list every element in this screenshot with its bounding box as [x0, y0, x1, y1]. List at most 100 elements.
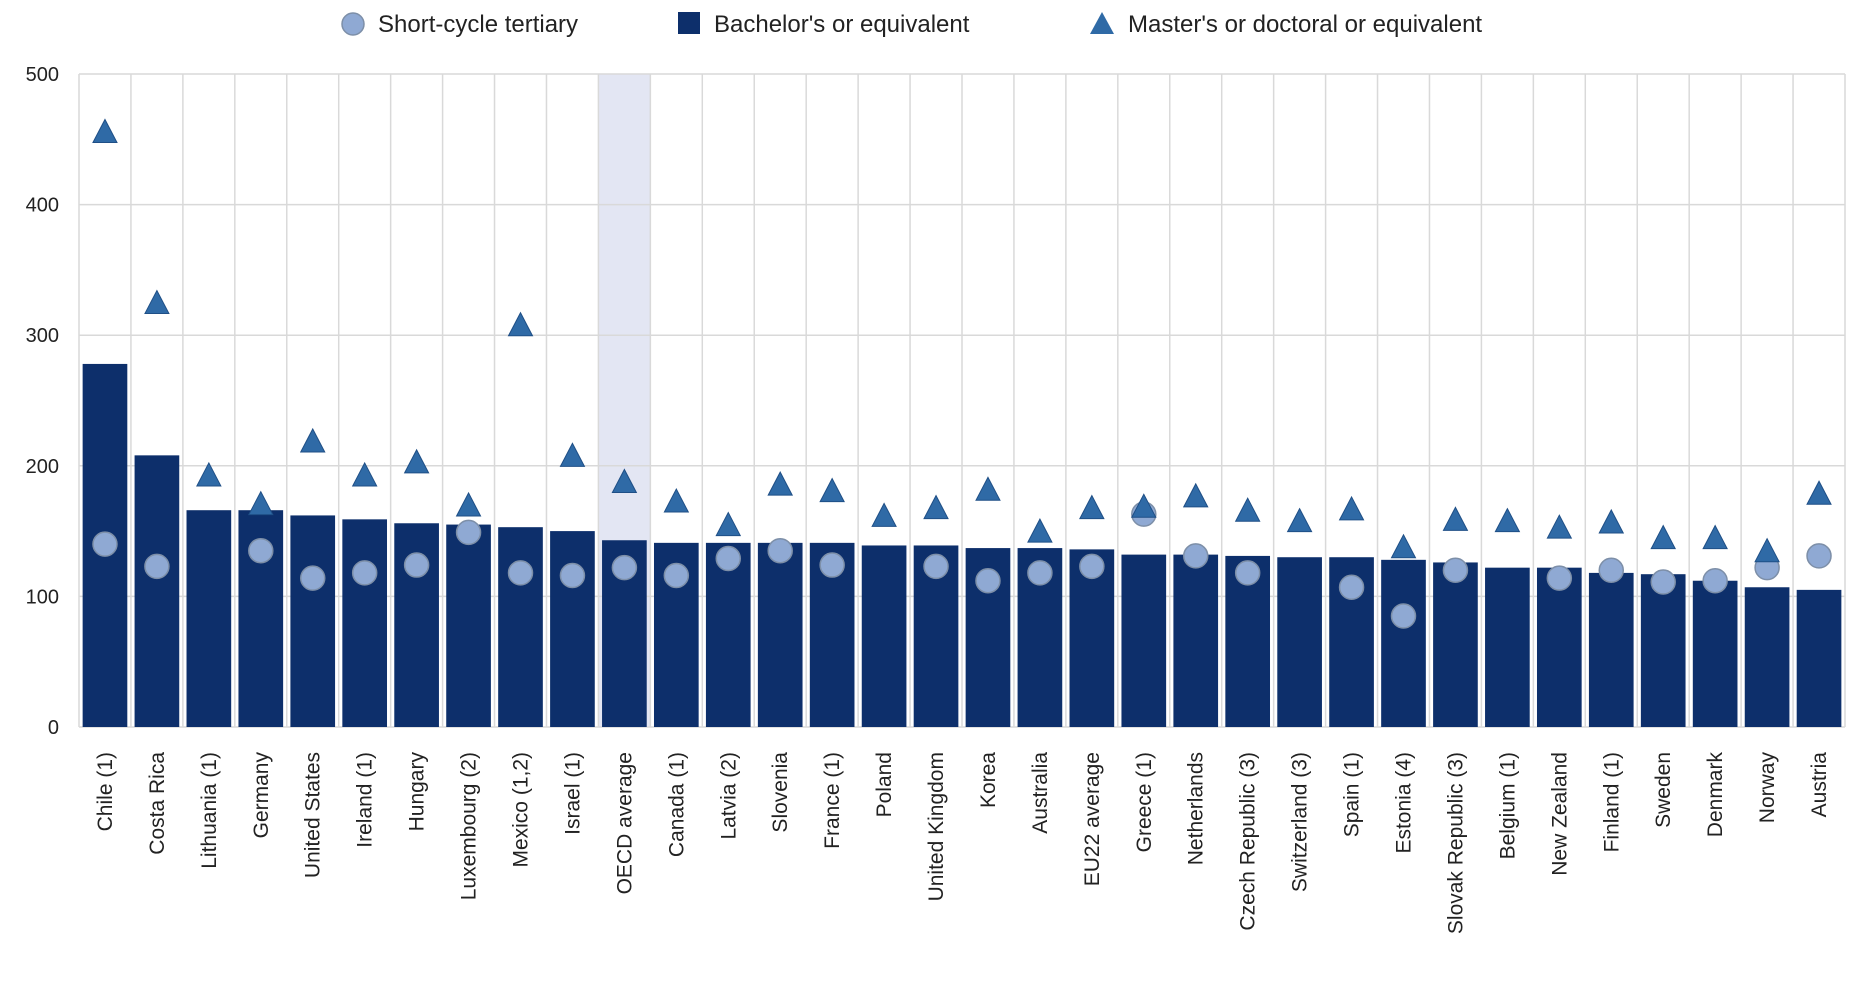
x-label-luxembourg-2: Luxembourg (2)	[458, 752, 481, 900]
short-cycle-point-netherlands	[1182, 543, 1209, 569]
y-tick-label-300: 300	[26, 325, 59, 347]
x-label-hungary: Hungary	[406, 752, 429, 832]
bar-switzerland-3	[1277, 557, 1322, 727]
master-point-estonia-4	[1390, 533, 1417, 559]
master-point-greece-1	[1130, 493, 1157, 518]
master-point-united-kingdom	[923, 494, 949, 520]
x-label-eu22-average: EU22 average	[1081, 752, 1104, 886]
x-axis-category-labels: Chile (1) Costa Rica Lithuania (1) Germany U…	[94, 752, 1831, 935]
x-label-united-states: United States	[302, 752, 325, 878]
x-label-norway: Norway	[1756, 752, 1779, 824]
bar-netherlands	[1173, 554, 1219, 727]
legend-square-marker	[678, 12, 700, 34]
bar-united-states	[290, 515, 336, 727]
master-point-slovak-republic-3	[1442, 506, 1469, 531]
x-label-lithuania-1: Lithuania (1)	[198, 752, 221, 869]
bar-lithuania-1	[186, 510, 232, 727]
x-label-australia: Australia	[1029, 752, 1052, 834]
x-label-slovenia: Slovenia	[769, 752, 792, 833]
short-cycle-point-canada-1	[663, 562, 690, 589]
bar-mexico-1-2	[498, 527, 543, 727]
bar-new-zealand	[1536, 567, 1582, 727]
short-cycle-point-costa-rica	[144, 553, 170, 580]
short-cycle-point-chile-1	[92, 531, 118, 557]
short-cycle-point-luxembourg-2	[455, 519, 482, 546]
master-point-mexico-1-2	[507, 311, 534, 337]
master-point-eu22-average	[1079, 494, 1105, 520]
master-point-poland	[871, 502, 897, 527]
short-cycle-point-france-1	[819, 552, 845, 578]
x-label-finland-1: Finland (1)	[1600, 752, 1623, 852]
x-label-netherlands: Netherlands	[1185, 752, 1208, 865]
master-point-spain-1	[1338, 495, 1365, 521]
master-point-israel-1	[559, 442, 586, 467]
master-point-france-1	[819, 477, 845, 503]
x-label-spain-1: Spain (1)	[1341, 752, 1364, 837]
short-cycle-point-slovak-republic-3	[1442, 557, 1469, 584]
x-label-denmark: Denmark	[1704, 752, 1727, 838]
master-point-austria	[1806, 480, 1832, 505]
y-axis-tick-labels: 0 100 200 300 400 500	[26, 64, 59, 739]
short-cycle-point-estonia-4	[1390, 603, 1417, 629]
master-point-oecd-average	[611, 468, 638, 493]
master-point-costa-rica	[144, 289, 170, 315]
short-cycle-point-united-states	[299, 565, 326, 591]
x-label-new-zealand: New Zealand	[1548, 752, 1571, 876]
short-cycle-point-czech-republic-3	[1234, 560, 1261, 586]
short-cycle-point-germany	[248, 537, 274, 564]
x-label-ireland-1: Ireland (1)	[354, 752, 377, 848]
master-point-latvia-2	[715, 511, 742, 537]
legend-circle-marker	[341, 12, 365, 36]
x-label-austria: Austria	[1808, 752, 1831, 818]
short-cycle-point-sweden	[1650, 569, 1676, 595]
x-label-canada-1: Canada (1)	[665, 752, 688, 857]
x-label-poland: Poland	[873, 752, 896, 817]
x-label-latvia-2: Latvia (2)	[717, 752, 740, 840]
legend-label-master: Master's or doctoral or equivalent	[1128, 11, 1482, 38]
bar-norway	[1744, 587, 1790, 727]
short-cycle-point-slovenia	[767, 537, 793, 564]
x-label-united-kingdom: United Kingdom	[925, 752, 948, 901]
master-point-switzerland-3	[1286, 507, 1313, 533]
bar-costa-rica	[134, 455, 180, 727]
master-point-germany	[247, 490, 274, 516]
short-cycle-point-new-zealand	[1546, 565, 1573, 591]
legend-label-short-cycle: Short-cycle tertiary	[378, 11, 578, 38]
short-cycle-point-oecd-average	[611, 554, 638, 581]
bar-sweden	[1640, 574, 1686, 727]
x-label-france-1: France (1)	[821, 752, 844, 849]
bar-denmark	[1692, 580, 1738, 727]
x-label-estonia-4: Estonia (4)	[1393, 752, 1416, 854]
x-label-chile-1: Chile (1)	[94, 752, 117, 831]
bachelor-bars	[82, 363, 1842, 727]
master-point-hungary	[403, 448, 430, 474]
y-tick-label-400: 400	[26, 195, 59, 217]
short-cycle-point-korea	[975, 567, 1001, 594]
master-point-chile-1	[92, 118, 118, 143]
bar-austria	[1796, 589, 1842, 727]
master-point-new-zealand	[1546, 514, 1573, 539]
short-cycle-point-united-kingdom	[923, 553, 949, 580]
short-cycle-point-mexico-1-2	[507, 560, 534, 586]
y-tick-label-100: 100	[26, 586, 59, 608]
master-point-czech-republic-3	[1234, 497, 1261, 522]
legend-label-bachelor: Bachelor's or equivalent	[714, 11, 970, 38]
bar-estonia-4	[1381, 559, 1426, 727]
short-cycle-point-ireland-1	[351, 560, 378, 586]
x-label-germany: Germany	[250, 752, 273, 839]
short-cycle-markers	[92, 501, 1832, 629]
bar-greece-1	[1121, 554, 1167, 727]
short-cycle-point-israel-1	[559, 562, 586, 589]
gridlines	[78, 73, 1846, 728]
master-point-netherlands	[1182, 482, 1209, 508]
x-label-korea: Korea	[977, 752, 1000, 808]
bar-belgium-1	[1485, 567, 1530, 727]
master-point-lithuania-1	[196, 461, 222, 487]
master-point-australia	[1027, 518, 1053, 543]
short-cycle-point-eu22-average	[1079, 553, 1105, 580]
x-label-czech-republic-3: Czech Republic (3)	[1237, 752, 1260, 931]
master-point-korea	[975, 476, 1001, 501]
master-point-finland-1	[1598, 508, 1625, 534]
legend-item-bachelor: Bachelor's or equivalent	[678, 11, 970, 38]
